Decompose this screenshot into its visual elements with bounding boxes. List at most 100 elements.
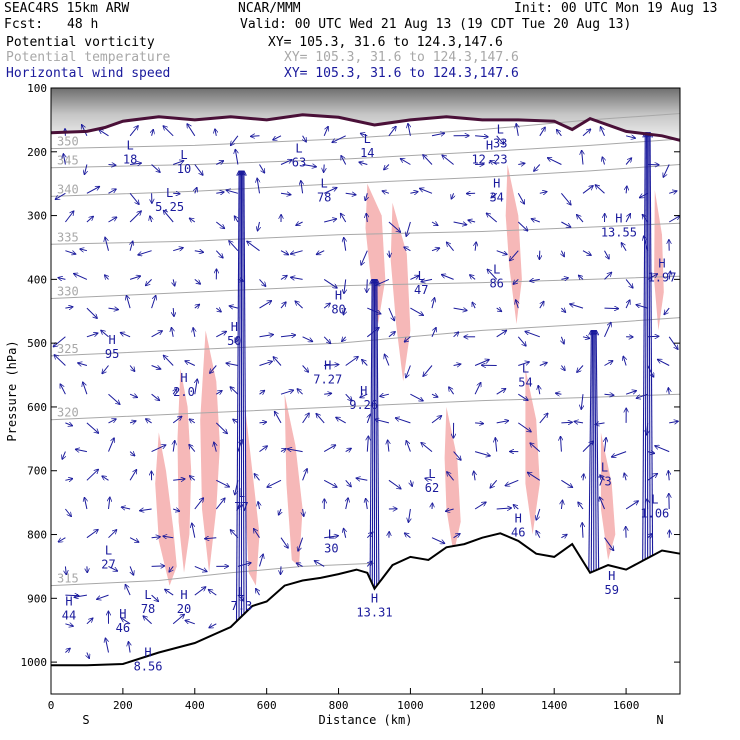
wind-vector-20: [84, 164, 87, 175]
wind-vector-405: [583, 474, 584, 481]
wind-vector-344: [496, 389, 506, 395]
wind-vector-142: [216, 479, 229, 487]
extremum-kind-22: L: [328, 527, 335, 541]
wind-vector-330: [474, 382, 481, 395]
wind-vector-263: [382, 191, 390, 194]
wind-vector-9: [60, 384, 66, 395]
wind-vector-32: [84, 497, 87, 510]
wind-vector-132: [216, 192, 224, 193]
extremum-value-17: 9.26: [349, 398, 378, 412]
wind-vector-46: [102, 365, 109, 374]
wind-vector-318: [447, 472, 454, 481]
extremum-kind-20: L: [651, 492, 658, 506]
wind-vector-260: [366, 561, 372, 567]
extremum-value-4: 78: [317, 191, 331, 205]
wind-vector-239: [345, 393, 352, 401]
wind-vector-99: [173, 279, 175, 286]
wind-vector-18: [65, 648, 70, 652]
wind-vector-158: [233, 419, 239, 423]
wind-vector-417: [604, 394, 614, 395]
wind-vector-204: [295, 301, 303, 309]
theta-label-325: 325: [57, 342, 79, 356]
model-title: SEAC4RS 15km ARW: [4, 1, 130, 16]
wind-vector-115: [189, 218, 196, 222]
wind-vector-253: [362, 360, 368, 366]
x-tick-label-600: 600: [257, 699, 277, 712]
wind-vector-121: [195, 379, 198, 395]
extremum-kind-4: L: [321, 177, 328, 191]
wind-vector-102: [163, 355, 174, 366]
wind-vector-348: [496, 508, 512, 509]
wind-vector-92: [151, 594, 159, 601]
wind-vector-422: [604, 537, 614, 551]
wind-vector-165: [251, 136, 260, 137]
wind-vector-94: [163, 126, 174, 137]
wind-vector-436: [625, 501, 638, 510]
wind-vector-98: [173, 248, 183, 251]
wind-vector-15: [65, 566, 66, 574]
wind-vector-459: [657, 359, 670, 366]
wind-vector-308: [451, 193, 453, 199]
wind-vector-7: [53, 336, 66, 347]
extremum-value-31: 8.56: [134, 659, 163, 673]
wind-vector-241: [345, 448, 352, 451]
wind-vector-201: [296, 222, 303, 225]
wind-vector-366: [531, 219, 540, 222]
wind-vector-187: [280, 276, 287, 280]
extremum-kind-27: L: [144, 588, 151, 602]
wind-vector-408: [600, 127, 605, 137]
wind-vector-461: [669, 421, 678, 423]
extremum-value-14: 95: [105, 347, 119, 361]
wind-vector-390: [561, 479, 572, 487]
wind-vector-208: [302, 413, 310, 424]
theta-label-330: 330: [57, 285, 79, 299]
wind-vector-140: [215, 422, 227, 434]
wind-vector-86: [146, 419, 152, 423]
wind-vector-190: [273, 357, 282, 366]
x-tick-label-1600: 1600: [613, 699, 640, 712]
wind-vector-365: [539, 192, 547, 194]
extremum-kind-18: L: [522, 362, 529, 376]
jet-column-0-1: [239, 171, 240, 624]
terrain-line: [51, 532, 681, 667]
theta-label-340: 340: [57, 182, 79, 196]
wind-vector-424: [625, 158, 632, 165]
wind-vector-324: [468, 220, 476, 222]
pv-region-8: [505, 164, 522, 324]
wind-vector-10: [65, 423, 72, 426]
extremum-kind-28: H: [180, 588, 187, 602]
wind-vector-108: [163, 536, 174, 538]
pv-region-1: [177, 368, 192, 573]
wind-vector-255: [367, 414, 370, 424]
wind-vector-169: [247, 241, 260, 252]
wind-vector-428: [625, 279, 633, 288]
wind-vector-273: [388, 479, 401, 489]
wind-vector-114: [195, 187, 197, 194]
wind-vector-247: [365, 193, 367, 200]
wind-vector-352: [517, 221, 528, 231]
wind-vector-425: [626, 186, 627, 194]
wind-vector-312: [453, 308, 468, 310]
stratosphere-shading: [51, 88, 680, 141]
wind-vector-101: [171, 327, 173, 337]
wind-vector-75: [128, 642, 130, 653]
wind-vector-109: [169, 566, 173, 572]
wind-vector-258: [366, 498, 368, 510]
wind-vector-122: [189, 419, 196, 423]
wind-vector-394: [582, 150, 583, 165]
wind-vector-382: [561, 250, 564, 257]
wind-vector-346: [495, 438, 496, 452]
wind-vector-136: [215, 308, 221, 312]
wind-vector-427: [621, 243, 627, 251]
wind-vector-146: [208, 590, 217, 596]
wind-vector-36: [86, 618, 93, 625]
wind-vector-38: [99, 130, 109, 137]
field-wind-xy: XY= 105.3, 31.6 to 124.3,147.6: [284, 66, 519, 81]
wind-vector-235: [344, 279, 346, 293]
wind-vector-369: [539, 301, 544, 309]
extremum-kind-10: H: [658, 256, 665, 270]
wind-vector-402: [581, 394, 583, 409]
wind-vector-176: [259, 446, 268, 453]
wind-vector-368: [530, 279, 540, 281]
wind-vector-384: [561, 308, 565, 312]
